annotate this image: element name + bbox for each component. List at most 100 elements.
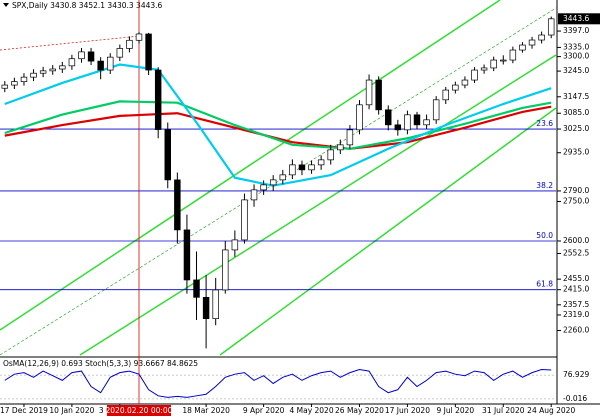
candle-body <box>260 184 267 191</box>
candle-body <box>126 39 133 49</box>
indicator-tick-label: 76.929 <box>563 370 589 379</box>
candle-body <box>375 79 382 111</box>
candle-body <box>423 119 430 126</box>
y-tick-label: 2357.5 <box>563 300 589 309</box>
candle-body <box>442 89 449 101</box>
candle-body <box>107 56 114 71</box>
candle-body <box>471 69 478 81</box>
candle-body <box>193 279 200 298</box>
candle-body <box>250 189 258 201</box>
channel-line <box>79 54 557 356</box>
candle-body <box>337 144 344 151</box>
candle-body <box>59 65 66 70</box>
candle-body <box>87 51 95 62</box>
candle-body <box>78 51 85 60</box>
y-tick-label: 2319.0 <box>563 310 589 319</box>
candle-body <box>145 33 152 71</box>
x-tick-label: 17 Dec 2019 <box>0 406 48 415</box>
candle-body <box>49 68 56 72</box>
y-tick-label: 2750.0 <box>563 196 589 205</box>
y-tick-label: 2260.0 <box>563 326 589 335</box>
x-tick-label: 26 May 2020 <box>335 406 384 415</box>
x-tick-label: 9 Apr 2020 <box>243 406 285 415</box>
candle-body <box>202 296 210 320</box>
y-tick-label: 2552.5 <box>563 248 589 257</box>
fib-level-label: 38.2 <box>536 181 553 190</box>
x-tick-label: 10 Jan 2020 <box>49 406 94 415</box>
x-tick-label: 31 Jul 2020 <box>482 406 525 415</box>
x-tick-label: 18 Mar 2020 <box>182 406 230 415</box>
candle-body <box>394 124 402 131</box>
candle-body <box>509 49 517 61</box>
last-price-label: 3443.6 <box>563 14 589 23</box>
last-price-bg <box>558 13 600 25</box>
y-tick-label: 2600.0 <box>563 236 589 245</box>
candle-body <box>174 179 181 231</box>
candle-body <box>500 59 507 62</box>
trend-line <box>0 35 141 51</box>
candle-body <box>231 239 239 251</box>
fib-level-label: 50.0 <box>536 231 553 240</box>
candle-body <box>528 39 536 46</box>
y-tick-label: 3025.0 <box>563 124 589 133</box>
y-tick-label: 3335.0 <box>563 42 589 51</box>
candle-body <box>480 67 488 71</box>
y-tick-label: 2415.0 <box>563 285 589 294</box>
menu-icon <box>3 3 9 7</box>
y-tick-label: 3300.0 <box>563 52 589 61</box>
indicator-title: OsMA(12,26,9) 0.693 Stoch(5,3,3) 93.6667… <box>3 359 198 368</box>
candle-body <box>154 69 162 130</box>
channel-line <box>0 0 501 331</box>
candle-body <box>490 59 497 69</box>
x-tick-label: 4 May 2020 <box>289 406 333 415</box>
x-tick-label: 17 Jun 2020 <box>385 406 430 415</box>
y-tick-label: 3147.5 <box>563 92 589 101</box>
candle-body <box>538 34 545 41</box>
x-tick-label: 9 Jul 2020 <box>437 406 475 415</box>
moving-average <box>4 105 552 150</box>
candle-body <box>116 48 124 58</box>
moving-average <box>4 100 552 150</box>
candle-body <box>97 60 104 71</box>
candle-body <box>385 109 392 126</box>
x-tick-label: 24 Aug 2020 <box>527 406 575 415</box>
candle-body <box>404 114 411 131</box>
candle-body <box>365 79 373 106</box>
candle-body <box>222 249 229 291</box>
chart-title: SPX,Daily 3430.8 3452.1 3430.3 3443.6 <box>12 1 163 10</box>
candle-body <box>461 79 469 86</box>
candle-body <box>298 164 306 171</box>
candle-body <box>413 114 421 126</box>
candle-body <box>212 289 219 320</box>
candle-body <box>308 164 315 171</box>
candle-body <box>241 199 248 241</box>
stochastic-line <box>4 369 552 398</box>
candle-body <box>317 159 325 166</box>
y-tick-label: 3085.0 <box>563 108 589 117</box>
candle-body <box>183 229 191 281</box>
candle-body <box>20 76 28 82</box>
y-tick-label: 3397.0 <box>563 26 589 35</box>
y-tick-label: 2455.0 <box>563 274 589 283</box>
candle-body <box>279 174 287 181</box>
x-tick-label: 2020.02.20 00:00 <box>106 406 173 415</box>
candle-body <box>30 72 37 78</box>
y-tick-label: 2790.0 <box>563 186 589 195</box>
crosshair-label-bg <box>107 405 171 416</box>
y-tick-label: 3245.0 <box>563 66 589 75</box>
candle-body <box>39 70 47 74</box>
candle-body <box>452 84 459 91</box>
candle-body <box>432 99 440 121</box>
channel-mid-line <box>0 7 557 356</box>
fib-level-label: 61.8 <box>536 280 553 289</box>
candle-body <box>164 129 171 181</box>
candle-body <box>346 129 354 146</box>
candle-body <box>68 58 76 67</box>
candle-body <box>356 104 363 131</box>
y-tick-label: 2935.0 <box>563 148 589 157</box>
channel-line <box>219 107 557 356</box>
candle-body <box>1 84 9 89</box>
candle-body <box>327 149 334 161</box>
